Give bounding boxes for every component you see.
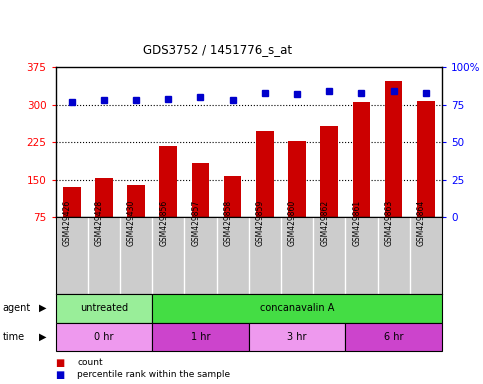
Bar bbox=[417, 101, 435, 217]
Text: GSM429857: GSM429857 bbox=[191, 200, 200, 246]
Bar bbox=[152, 294, 442, 323]
Text: 0 hr: 0 hr bbox=[94, 332, 114, 342]
Bar bbox=[56, 323, 152, 351]
Bar bbox=[249, 323, 345, 351]
Bar bbox=[256, 131, 274, 217]
Bar bbox=[127, 185, 145, 217]
Text: agent: agent bbox=[2, 303, 30, 313]
Text: GSM429862: GSM429862 bbox=[320, 200, 329, 246]
Bar bbox=[288, 141, 306, 217]
Text: time: time bbox=[2, 332, 25, 342]
Text: concanavalin A: concanavalin A bbox=[260, 303, 334, 313]
Bar bbox=[152, 323, 249, 351]
Text: GSM429856: GSM429856 bbox=[159, 200, 168, 246]
Text: GSM429430: GSM429430 bbox=[127, 200, 136, 246]
Text: GDS3752 / 1451776_s_at: GDS3752 / 1451776_s_at bbox=[143, 43, 292, 56]
Text: ■: ■ bbox=[56, 358, 65, 368]
Text: 1 hr: 1 hr bbox=[191, 332, 210, 342]
Bar bbox=[345, 323, 442, 351]
Text: GSM429863: GSM429863 bbox=[384, 200, 394, 246]
Text: GSM429428: GSM429428 bbox=[95, 200, 104, 246]
Bar bbox=[95, 178, 113, 217]
Text: untreated: untreated bbox=[80, 303, 128, 313]
Text: 3 hr: 3 hr bbox=[287, 332, 307, 342]
Text: ▶: ▶ bbox=[39, 303, 46, 313]
Bar bbox=[63, 187, 81, 217]
Text: 6 hr: 6 hr bbox=[384, 332, 403, 342]
Bar bbox=[320, 126, 338, 217]
Text: ▶: ▶ bbox=[39, 332, 46, 342]
Bar bbox=[353, 102, 370, 217]
Text: GSM429864: GSM429864 bbox=[417, 200, 426, 246]
Text: GSM429860: GSM429860 bbox=[288, 200, 297, 246]
Text: ■: ■ bbox=[56, 370, 65, 380]
Text: GSM429861: GSM429861 bbox=[353, 200, 361, 246]
Text: percentile rank within the sample: percentile rank within the sample bbox=[77, 370, 230, 379]
Text: GSM429858: GSM429858 bbox=[224, 200, 233, 246]
Bar bbox=[192, 163, 209, 217]
Bar bbox=[224, 175, 242, 217]
Text: count: count bbox=[77, 358, 103, 367]
Bar bbox=[56, 294, 152, 323]
Text: GSM429426: GSM429426 bbox=[63, 200, 71, 246]
Bar bbox=[385, 81, 402, 217]
Text: GSM429859: GSM429859 bbox=[256, 200, 265, 246]
Bar bbox=[159, 146, 177, 217]
